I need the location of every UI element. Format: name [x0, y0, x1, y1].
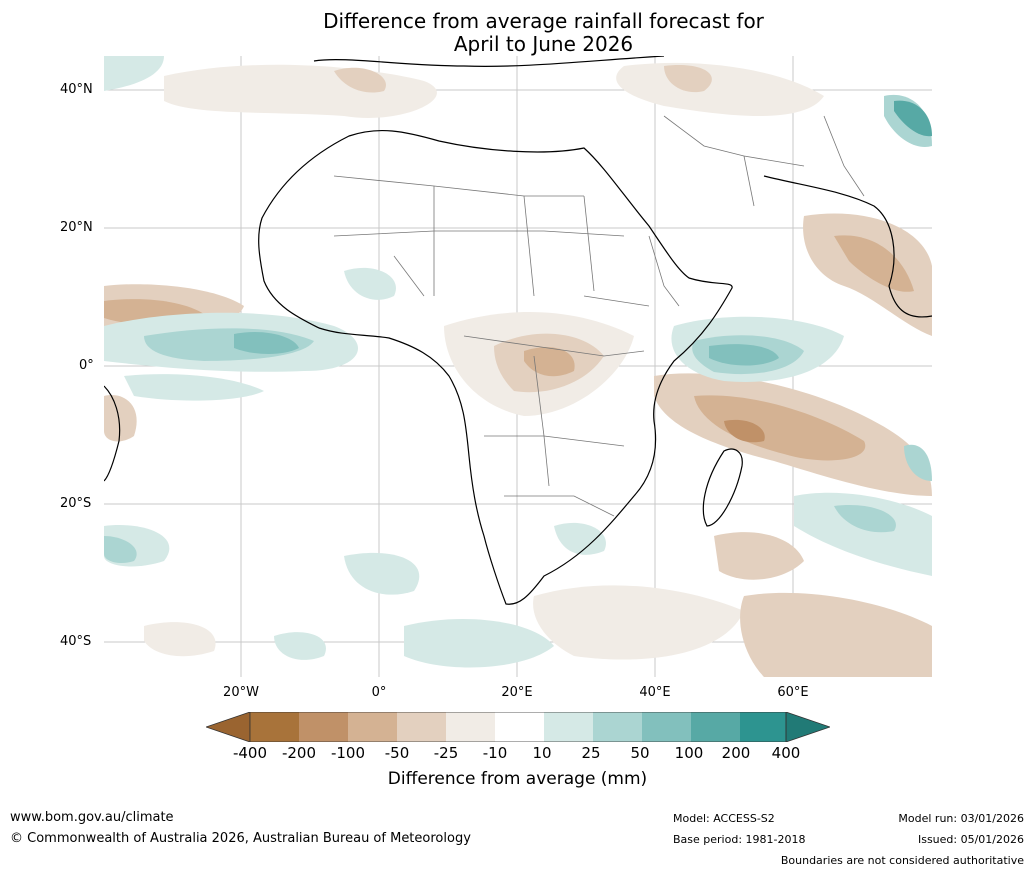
- national-borders: [333, 115, 865, 517]
- lon-label-40e: 40°E: [639, 685, 671, 700]
- colorbar-tick: -200: [281, 744, 317, 762]
- colorbar-swatch-11: [740, 712, 786, 742]
- title-line-1: Difference from average rainfall forecas…: [323, 9, 764, 33]
- colorbar-tick: 100: [674, 744, 704, 762]
- lat-label-20n: 20°N: [60, 220, 93, 235]
- lat-label-equator: 0°: [79, 358, 94, 373]
- colorbar-swatch-6: [495, 712, 544, 742]
- footer-model-run: Model run: 03/01/2026: [898, 812, 1024, 825]
- colorbar-swatch-3: [348, 712, 397, 742]
- colorbar-tick: -25: [433, 744, 459, 762]
- footer-disclaimer: Boundaries are not considered authoritat…: [780, 854, 1024, 867]
- map-svg: [104, 56, 932, 677]
- colorbar-swatch-7: [544, 712, 593, 742]
- footer-issued: Issued: 05/01/2026: [917, 833, 1024, 846]
- title-line-2: April to June 2026: [453, 32, 634, 56]
- colorbar-tick: 400: [771, 744, 801, 762]
- colorbar: [206, 712, 830, 742]
- colorbar-tick: 50: [630, 744, 650, 762]
- colorbar-tick: -50: [384, 744, 410, 762]
- lon-label-20e: 20°E: [501, 685, 533, 700]
- colorbar-extend-high: [785, 712, 830, 742]
- coastlines: [104, 56, 932, 605]
- lat-label-20s: 20°S: [60, 496, 92, 511]
- lat-label-40n: 40°N: [60, 82, 93, 97]
- footer-website: www.bom.gov.au/climate: [10, 810, 174, 825]
- rainfall-map: [104, 56, 932, 677]
- lon-label-0: 0°: [371, 685, 387, 700]
- colorbar-tick: 200: [721, 744, 751, 762]
- colorbar-swatch-9: [642, 712, 691, 742]
- colorbar-tick: 25: [581, 744, 601, 762]
- colorbar-tick: -10: [482, 744, 508, 762]
- footer-copyright: © Commonwealth of Australia 2026, Austra…: [10, 831, 471, 846]
- footer-base-period: Base period: 1981-2018: [673, 833, 806, 846]
- colorbar-swatch-8: [593, 712, 642, 742]
- footer-model: Model: ACCESS-S2: [673, 812, 775, 825]
- colorbar-swatch-1: [250, 712, 299, 742]
- colorbar-extend-low: [206, 712, 251, 742]
- colorbar-label: Difference from average (mm): [387, 769, 648, 789]
- colorbar-tick: 10: [532, 744, 552, 762]
- colorbar-tick: -400: [232, 744, 268, 762]
- colorbar-swatch-5: [446, 712, 495, 742]
- colorbar-tick: -100: [330, 744, 366, 762]
- colorbar-swatch-10: [691, 712, 740, 742]
- lat-label-40s: 40°S: [60, 634, 92, 649]
- wet-anomaly-regions: [104, 56, 932, 668]
- lon-label-60e: 60°E: [777, 685, 809, 700]
- colorbar-swatch-2: [299, 712, 348, 742]
- map-title: Difference from average rainfall forecas…: [0, 10, 1035, 56]
- colorbar-swatch-4: [397, 712, 446, 742]
- lon-label-20w: 20°W: [223, 685, 259, 700]
